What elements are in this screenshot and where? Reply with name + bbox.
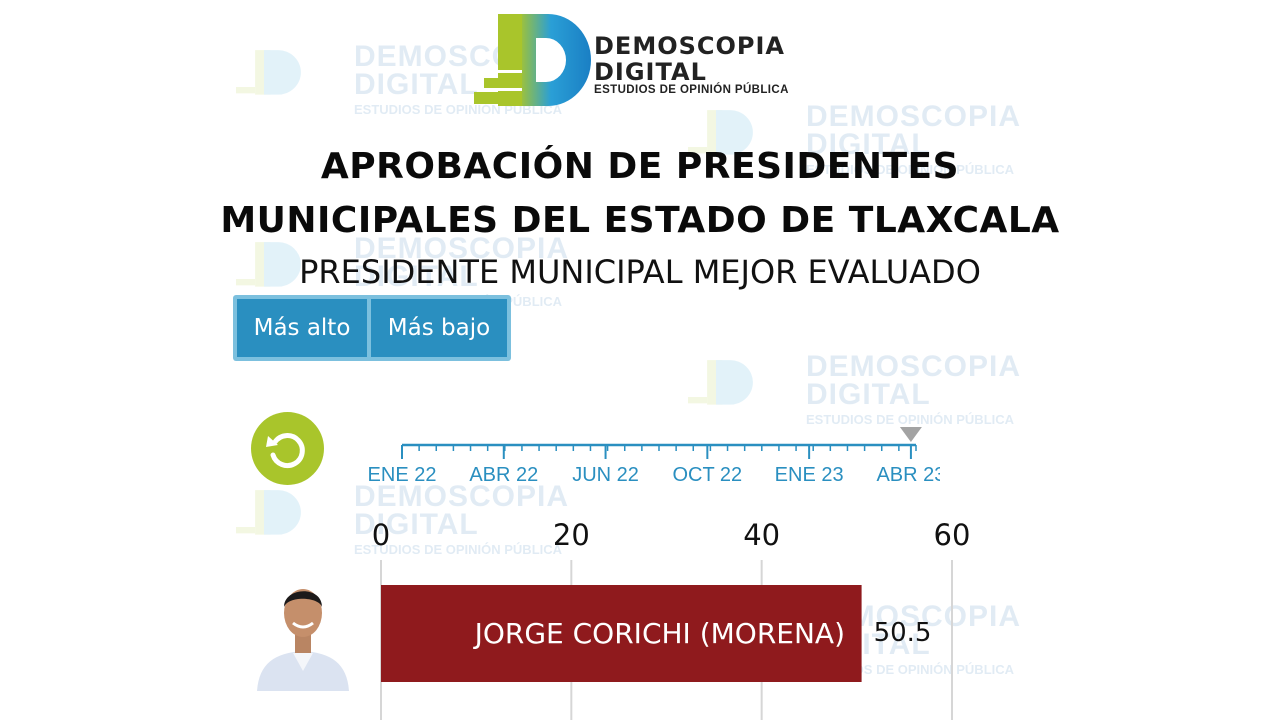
bar-value-label: 50.5 — [873, 618, 932, 648]
timeline-label: ENE 22 — [368, 464, 437, 486]
timeline-label: ENE 23 — [775, 464, 844, 486]
page-subtitle: PRESIDENTE MUNICIPAL MEJOR EVALUADO — [299, 253, 981, 291]
logo-text-line2: DIGITAL — [594, 58, 707, 86]
timeline-label: OCT 22 — [673, 464, 743, 486]
bar — [381, 585, 862, 682]
page-title-line1: APROBACIÓN DE PRESIDENTES — [320, 146, 960, 187]
replay-button[interactable] — [251, 412, 324, 485]
bar-category-label: JORGE CORICHI (MORENA) — [474, 617, 845, 650]
axis-tick-label: 40 — [743, 518, 780, 552]
timeline-label: ABR 23 — [876, 464, 940, 486]
logo-d-icon — [474, 14, 591, 106]
sort-toggle-group: Más alto Más bajo — [233, 295, 511, 361]
candidate-photo — [249, 573, 357, 691]
sort-highest-button[interactable]: Más alto — [237, 299, 367, 357]
logo-text-line1: DEMOSCOPIA — [594, 32, 785, 60]
sort-lowest-button[interactable]: Más bajo — [371, 299, 507, 357]
timeline-handle-icon — [899, 427, 922, 442]
timeline-label: ABR 22 — [469, 464, 538, 486]
timeline-slider[interactable]: ENE 22 ABR 22 JUN 22 OCT 22 ENE 23 ABR 23 — [340, 415, 940, 495]
page-title-line2: MUNICIPALES DEL ESTADO DE TLAXCALA — [220, 200, 1060, 241]
axis-tick-label: 0 — [372, 518, 390, 552]
replay-icon — [266, 433, 305, 469]
axis-tick-label: 60 — [934, 518, 971, 552]
axis-tick-label: 20 — [553, 518, 590, 552]
timeline-label: JUN 22 — [572, 464, 639, 486]
brand-logo: DEMOSCOPIA DIGITAL ESTUDIOS DE OPINIÓN P… — [470, 12, 800, 108]
logo-tagline: ESTUDIOS DE OPINIÓN PÚBLICA — [594, 84, 789, 96]
person-avatar-icon — [257, 589, 349, 691]
